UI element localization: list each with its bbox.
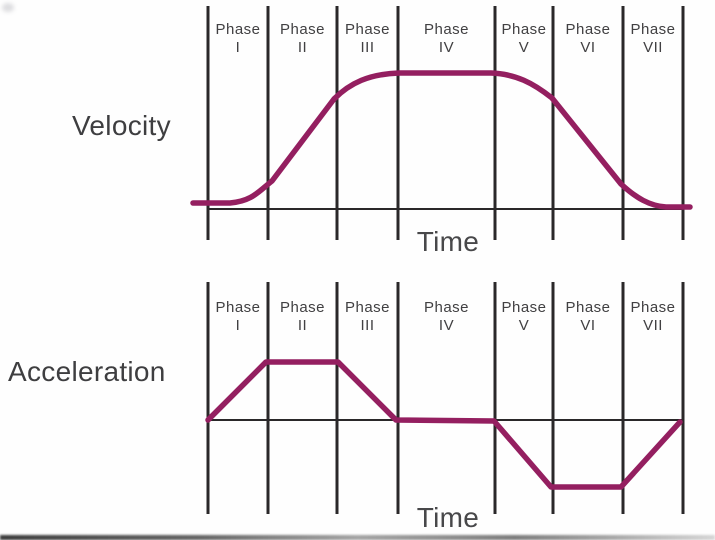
time-axis-label-top: Time xyxy=(416,226,480,257)
phase-label-word: Phase xyxy=(215,299,260,316)
phase-label-numeral: VI xyxy=(580,39,595,56)
phase-label-numeral: II xyxy=(298,39,307,56)
phase-label-numeral: I xyxy=(236,39,241,56)
scan-artifact-corner xyxy=(2,3,14,12)
phase-label-numeral: V xyxy=(519,317,530,334)
velocity-chart: PhaseIPhaseIIPhaseIIIPhaseIVPhaseVPhaseV… xyxy=(190,6,693,240)
phase-label-numeral: IV xyxy=(439,317,454,334)
phase-label-word: Phase xyxy=(424,21,469,38)
phase-label-numeral: IV xyxy=(439,39,454,56)
phase-label-numeral: VII xyxy=(643,39,663,56)
acceleration-curve xyxy=(205,359,683,490)
phase-label-word: Phase xyxy=(565,21,610,38)
scan-artifact-bottom-edge xyxy=(0,535,715,540)
phase-label-numeral: VII xyxy=(643,317,663,334)
phase-label-word: Phase xyxy=(565,299,610,316)
phase-label-word: Phase xyxy=(630,21,675,38)
acceleration-chart: PhaseIPhaseIIPhaseIIIPhaseIVPhaseVPhaseV… xyxy=(205,282,685,514)
phase-label-word: Phase xyxy=(280,299,325,316)
phase-label-word: Phase xyxy=(630,299,675,316)
phase-label-word: Phase xyxy=(345,21,390,38)
phase-label-word: Phase xyxy=(215,21,260,38)
phase-label-word: Phase xyxy=(424,299,469,316)
phase-label-numeral: III xyxy=(360,39,374,56)
phase-label-numeral: I xyxy=(236,317,241,334)
phase-label-word: Phase xyxy=(280,21,325,38)
velocity-curve xyxy=(190,70,693,210)
phase-label-numeral: II xyxy=(298,317,307,334)
phase-label-word: Phase xyxy=(345,299,390,316)
time-axis-label-bottom: Time xyxy=(416,502,480,533)
phase-label-numeral: III xyxy=(360,317,374,334)
phase-label-numeral: V xyxy=(519,39,530,56)
acceleration-axis-label: Acceleration xyxy=(8,356,166,387)
phase-label-numeral: VI xyxy=(580,317,595,334)
phase-label-word: Phase xyxy=(501,299,546,316)
velocity-axis-label: Velocity xyxy=(72,110,171,141)
phase-label-word: Phase xyxy=(501,21,546,38)
